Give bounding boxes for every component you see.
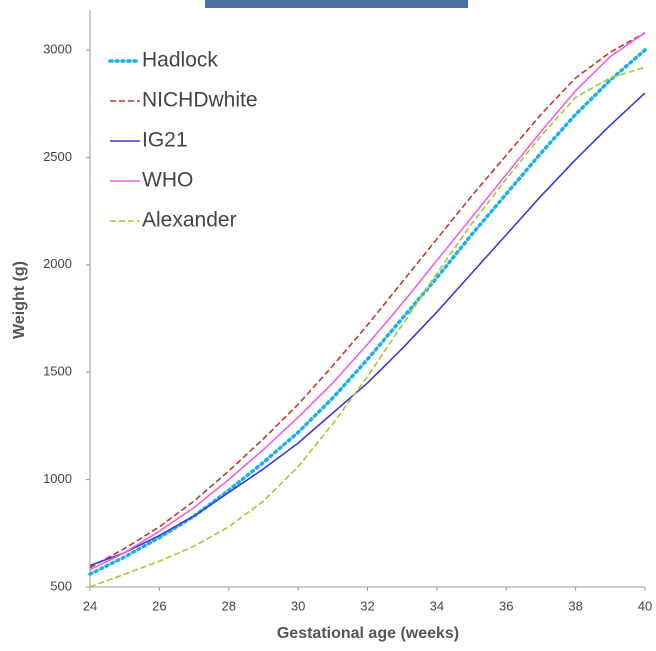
- series-line: [89, 92, 646, 567]
- legend-label: NICHDwhite: [142, 89, 258, 112]
- series-line: [89, 32, 646, 569]
- series-line: [89, 66, 646, 588]
- y-tick-label: 1000: [43, 471, 72, 486]
- x-tick-label: 28: [222, 598, 236, 613]
- y-tick-label: 3000: [43, 41, 72, 56]
- legend-label: IG21: [142, 129, 188, 152]
- x-tick-label: 38: [568, 598, 582, 613]
- legend-label: Hadlock: [142, 49, 218, 72]
- y-tick-label: 1500: [43, 364, 72, 379]
- series-line: [89, 32, 646, 571]
- legend-label: Alexander: [142, 209, 237, 232]
- y-tick-label: 2000: [43, 256, 72, 271]
- x-tick-label: 32: [360, 598, 374, 613]
- y-tick-label: 2500: [43, 149, 72, 164]
- legend-label: WHO: [142, 169, 193, 192]
- x-tick-label: 30: [291, 598, 305, 613]
- x-axis-title: Gestational age (weeks): [277, 625, 459, 642]
- x-tick-label: 34: [430, 598, 444, 613]
- y-tick-label: 500: [50, 578, 72, 593]
- y-axis-title: Weight (g): [11, 261, 28, 339]
- x-tick-label: 36: [499, 598, 513, 613]
- top-banner: [205, 0, 468, 8]
- x-tick-label: 24: [83, 598, 97, 613]
- x-tick-label: 40: [638, 598, 652, 613]
- x-tick-label: 26: [152, 598, 166, 613]
